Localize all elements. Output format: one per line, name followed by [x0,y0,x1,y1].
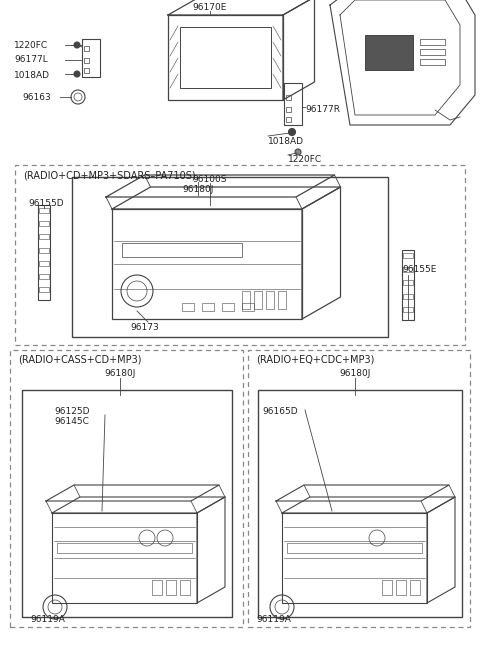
Bar [286,117,291,122]
Bar [180,580,190,595]
Bar [39,248,49,252]
Text: 96155D: 96155D [28,198,64,208]
Text: 1018AD: 1018AD [268,136,304,145]
Bar [112,209,302,319]
Text: (RADIO+CASS+CD+MP3): (RADIO+CASS+CD+MP3) [18,355,142,365]
Text: 96119A: 96119A [256,614,291,624]
Bar [365,35,413,70]
Bar [84,46,89,51]
Bar [39,208,49,213]
Bar [84,58,89,63]
Bar [57,543,192,553]
Bar [39,274,49,279]
Bar [38,205,50,300]
Bar [287,543,422,553]
Text: 96173: 96173 [130,322,159,331]
Bar [22,390,232,617]
Text: 96180J: 96180J [182,185,214,195]
Bar [403,307,413,312]
Bar [39,221,49,226]
Bar [15,165,465,345]
Bar [168,15,283,100]
Bar [222,303,234,311]
Bar [420,59,445,65]
Bar [72,177,388,337]
Bar [180,27,271,88]
Bar [410,580,420,595]
Text: 1220FC: 1220FC [288,155,322,164]
Circle shape [288,128,296,136]
Circle shape [74,71,80,77]
Bar [284,83,302,125]
Bar [396,580,406,595]
Bar [266,291,274,309]
Text: 96119A: 96119A [30,614,65,624]
Bar [84,68,89,73]
Bar [254,291,262,309]
Bar [202,303,214,311]
Bar [39,287,49,292]
Text: 96155E: 96155E [402,265,436,274]
Bar [39,261,49,266]
Text: 96177R: 96177R [305,105,340,115]
Text: (RADIO+EQ+CDC+MP3): (RADIO+EQ+CDC+MP3) [256,355,374,365]
Bar [166,580,176,595]
Text: 96145C: 96145C [54,417,89,426]
Bar [258,390,462,617]
Bar [286,107,291,112]
Bar [282,513,427,603]
Text: 96170E: 96170E [193,3,227,12]
Bar [182,303,194,311]
Bar [420,39,445,45]
Bar [403,280,413,285]
Text: 96180J: 96180J [104,369,136,379]
Text: 96163: 96163 [22,92,51,102]
Bar [382,580,392,595]
Bar [242,291,250,309]
Bar [402,250,414,320]
Text: 96177L: 96177L [14,56,48,64]
Bar [242,303,254,311]
Bar [420,49,445,55]
Bar [403,267,413,272]
Text: 1220FC: 1220FC [14,41,48,50]
Text: 96100S: 96100S [193,174,227,183]
Bar [403,253,413,258]
Circle shape [295,149,301,155]
Text: (RADIO+CD+MP3+SDARS–PA710S): (RADIO+CD+MP3+SDARS–PA710S) [23,170,196,180]
Text: 1018AD: 1018AD [14,71,50,79]
Bar [52,513,197,603]
Bar [278,291,286,309]
Bar [286,95,291,100]
Text: 96180J: 96180J [339,369,371,379]
Bar [152,580,162,595]
Bar [82,39,100,77]
Text: 96165D: 96165D [262,407,298,417]
Bar [248,350,470,627]
Circle shape [74,42,80,48]
Bar [10,350,243,627]
Bar [39,234,49,239]
Bar [122,243,242,257]
Text: 96125D: 96125D [54,407,89,417]
Bar [403,293,413,299]
